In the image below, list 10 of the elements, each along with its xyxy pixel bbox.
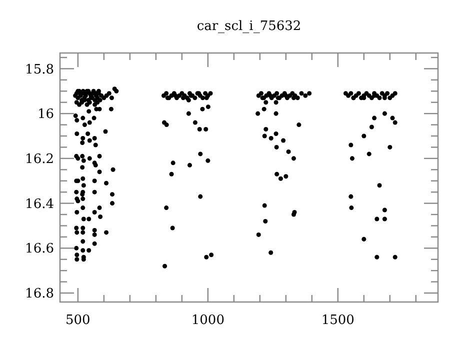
y-tick-label: 16.8 <box>25 286 54 302</box>
x-tick-label: 1500 <box>321 313 354 328</box>
x-tick-label: 500 <box>66 313 90 328</box>
chart-title: car_scl_i_75632 <box>196 19 302 34</box>
y-tick-label: 16.4 <box>25 196 54 212</box>
x-tick-label: 1000 <box>191 313 224 328</box>
y-tick-label: 16.6 <box>25 242 54 257</box>
y-tick-label: 16.2 <box>25 152 54 167</box>
y-tick-label: 16 <box>37 107 54 122</box>
y-tick-label: 15.8 <box>25 62 54 78</box>
